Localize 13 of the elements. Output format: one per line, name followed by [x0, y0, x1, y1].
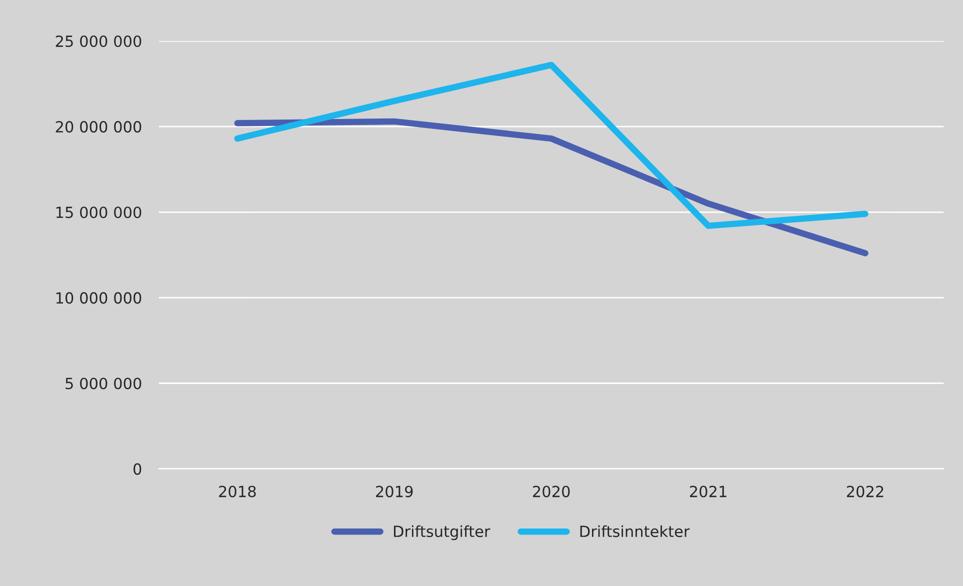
x-tick-label: 2021 — [690, 486, 726, 498]
legend-label: Driftsutgifter — [394, 525, 490, 540]
y-tick-label: 15 000 000 — [56, 206, 142, 218]
x-tick-label: 2018 — [219, 486, 256, 498]
x-tick-label: 2022 — [846, 486, 884, 498]
x-tick-label: 2020 — [532, 486, 570, 498]
y-tick-label: 20 000 000 — [56, 121, 142, 133]
y-tick-label: 0 — [134, 463, 142, 475]
legend-label: Driftsinntekter — [580, 525, 690, 538]
y-tick-label: 5 000 000 — [66, 378, 142, 390]
x-tick-label: 2019 — [376, 486, 413, 498]
y-tick-label: 10 000 000 — [56, 292, 142, 304]
y-tick-label: 25 000 000 — [56, 35, 142, 48]
